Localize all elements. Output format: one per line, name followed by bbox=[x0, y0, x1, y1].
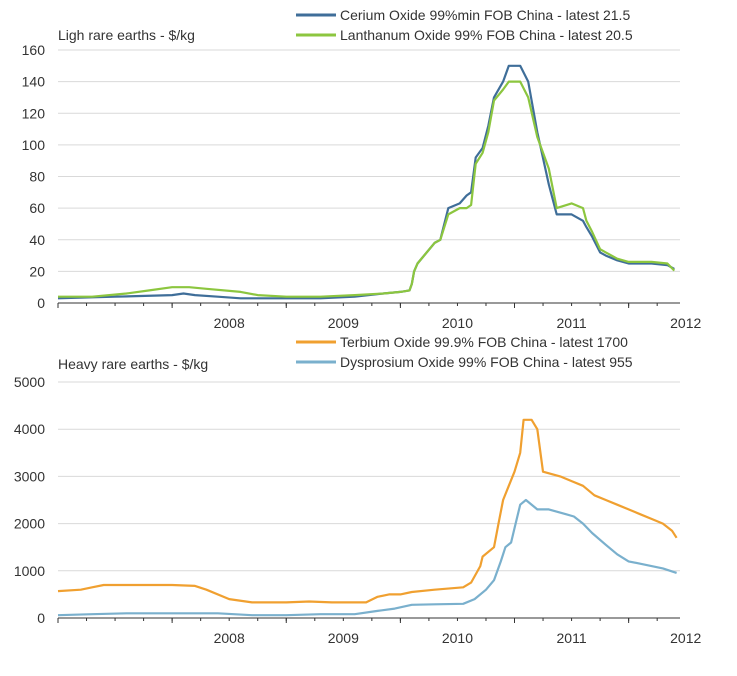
y-tick-label: 3000 bbox=[14, 468, 45, 484]
legend-label: Terbium Oxide 99.9% FOB China - latest 1… bbox=[340, 334, 628, 350]
chart-1: 0 20 40 60 80 100 120 140 160 2008 2009 2010 2011 201… bbox=[22, 7, 702, 331]
x-tick-label: 2010 bbox=[442, 315, 473, 331]
y-tick-label: 140 bbox=[22, 74, 46, 90]
legend-label: Dysprosium Oxide 99% FOB China - latest … bbox=[340, 354, 633, 370]
x-tick-label: 2009 bbox=[328, 315, 359, 331]
x-tick-label: 2009 bbox=[328, 630, 359, 646]
legend-label: Cerium Oxide 99%min FOB China - latest 2… bbox=[340, 7, 630, 23]
series-line-1 bbox=[57, 418, 678, 604]
x-tick-label: 2012 bbox=[670, 630, 701, 646]
legend-label: Lanthanum Oxide 99% FOB China - latest 2… bbox=[340, 27, 633, 43]
x-tick-label: 2011 bbox=[557, 315, 587, 331]
y-tick-label: 0 bbox=[37, 610, 45, 626]
series-line-2 bbox=[58, 80, 676, 298]
y-tick-label: 2000 bbox=[14, 516, 45, 532]
y-tick-label: 1000 bbox=[14, 563, 45, 579]
y-tick-label: 40 bbox=[29, 232, 45, 248]
chart-title: Heavy rare earths - $/kg bbox=[58, 356, 208, 372]
series-line-2 bbox=[57, 498, 677, 617]
y-tick-label: 0 bbox=[37, 295, 45, 311]
y-tick-label: 120 bbox=[22, 105, 46, 121]
chart-2: 0 1000 2000 3000 4000 5000 2008 2009 2010 2011 201… bbox=[14, 334, 702, 646]
y-tick-label: 5000 bbox=[14, 374, 45, 390]
x-tick-label: 2010 bbox=[442, 630, 473, 646]
y-tick-label: 160 bbox=[22, 42, 46, 58]
y-tick-label: 80 bbox=[29, 169, 45, 185]
y-tick-label: 4000 bbox=[14, 421, 45, 437]
x-tick-label: 2008 bbox=[214, 315, 245, 331]
y-tick-label: 100 bbox=[22, 137, 46, 153]
y-tick-label: 20 bbox=[29, 263, 45, 279]
x-tick-label: 2011 bbox=[557, 630, 587, 646]
series-line-1 bbox=[57, 64, 675, 300]
x-tick-label: 2012 bbox=[670, 315, 701, 331]
x-tick-label: 2008 bbox=[214, 630, 245, 646]
chart-title: Ligh rare earths - $/kg bbox=[58, 27, 195, 43]
y-tick-label: 60 bbox=[29, 200, 45, 216]
